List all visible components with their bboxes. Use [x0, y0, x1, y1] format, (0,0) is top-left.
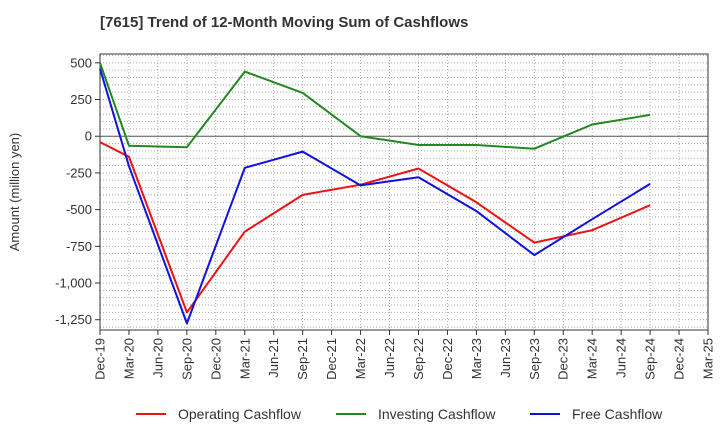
x-tick-label: Jun-24 — [614, 338, 629, 378]
y-tick-label: -1,000 — [55, 276, 92, 291]
investing-cashflow-line — [99, 62, 651, 150]
x-tick-label: Mar-21 — [237, 338, 252, 379]
y-tick-label: -500 — [66, 202, 92, 217]
grid — [100, 54, 709, 330]
chart-title: [7615] Trend of 12-Month Moving Sum of C… — [100, 14, 469, 31]
x-tick-label: Dec-24 — [672, 338, 687, 380]
operating-cashflow-line — [99, 141, 651, 314]
free-cashflow-line — [99, 68, 651, 325]
y-tick-label: -250 — [66, 165, 92, 180]
legend-label-operating-cashflow: Operating Cashflow — [178, 406, 302, 422]
x-tick-label: Dec-23 — [556, 338, 571, 380]
x-tick-label: Dec-22 — [440, 338, 455, 380]
x-tick-label: Jun-23 — [498, 338, 513, 378]
x-tick-label: Jun-20 — [150, 338, 165, 378]
x-tick-label: Sep-24 — [643, 338, 658, 380]
x-tick-label: Dec-21 — [324, 338, 339, 380]
x-tick-label: Dec-19 — [93, 338, 108, 380]
y-tick-label: 0 — [85, 129, 92, 144]
y-tick-label: 500 — [70, 55, 92, 70]
x-tick-label: Mar-20 — [121, 338, 136, 379]
x-tick-label: Sep-21 — [295, 338, 310, 380]
y-axis-title: Amount (million yen) — [7, 133, 22, 252]
x-tick-label: Sep-20 — [179, 338, 194, 380]
legend-label-free-cashflow: Free Cashflow — [572, 406, 663, 422]
x-tick-label: Mar-23 — [469, 338, 484, 379]
x-tick-label: Mar-25 — [701, 338, 716, 379]
y-tick-label: -750 — [66, 239, 92, 254]
x-tick-label: Mar-22 — [353, 338, 368, 379]
legend: Operating Cashflow Investing Cashflow Free… — [136, 406, 663, 422]
series-lines — [99, 62, 651, 325]
x-tick-label: Sep-23 — [527, 338, 542, 380]
plot-frame — [99, 53, 709, 331]
x-tick-label: Jun-21 — [266, 338, 281, 378]
axes — [95, 53, 709, 335]
y-tick-label: -1,250 — [55, 312, 92, 327]
x-tick-label: Jun-22 — [382, 338, 397, 378]
y-tick-label: 250 — [70, 92, 92, 107]
legend-label-investing-cashflow: Investing Cashflow — [378, 406, 496, 422]
x-tick-label: Dec-20 — [208, 338, 223, 380]
x-tick-label: Mar-24 — [585, 338, 600, 379]
x-tick-label: Sep-22 — [411, 338, 426, 380]
